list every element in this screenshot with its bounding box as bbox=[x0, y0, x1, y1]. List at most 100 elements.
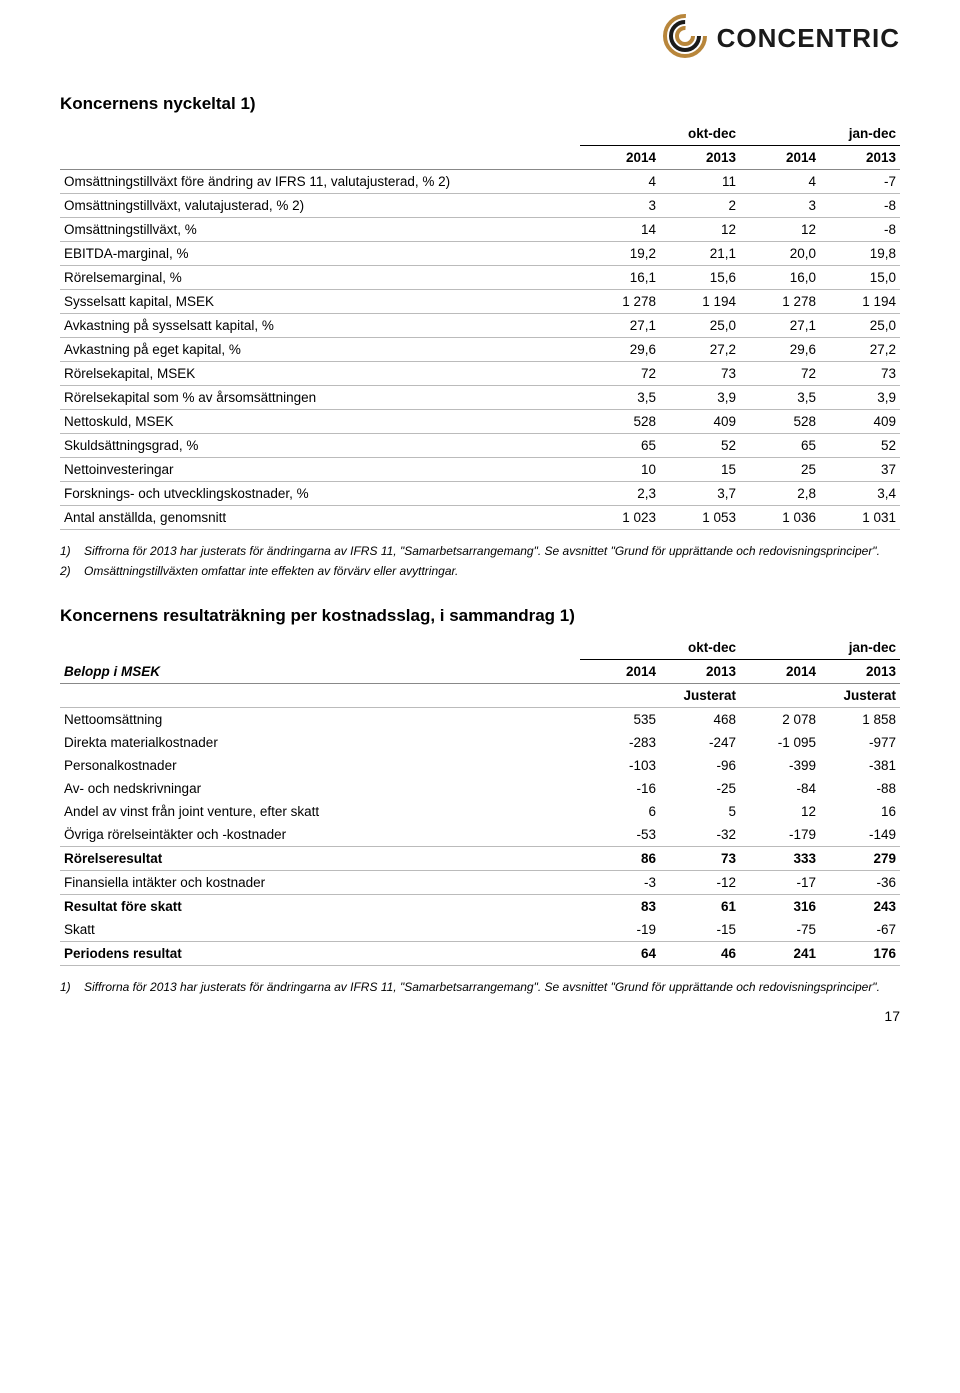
cell-value: 11 bbox=[660, 170, 740, 194]
row-label: Avkastning på sysselsatt kapital, % bbox=[60, 314, 580, 338]
row-label: Rörelsemarginal, % bbox=[60, 266, 580, 290]
cell-value: 2 bbox=[660, 194, 740, 218]
col-year: 2014 bbox=[580, 146, 660, 170]
cell-value: 27,2 bbox=[820, 338, 900, 362]
cell-value: -36 bbox=[820, 871, 900, 895]
cell-value: 27,2 bbox=[660, 338, 740, 362]
cell-value: 83 bbox=[580, 895, 660, 919]
cell-value: 25 bbox=[740, 458, 820, 482]
cell-value: 27,1 bbox=[740, 314, 820, 338]
cell-value: -381 bbox=[820, 754, 900, 777]
table2-justerat-row: Justerat Justerat bbox=[60, 684, 900, 708]
cell-value: 1 023 bbox=[580, 506, 660, 530]
col-group-jan-dec: jan-dec bbox=[740, 122, 900, 146]
col-group-okt-dec: okt-dec bbox=[580, 122, 740, 146]
cell-value: 2,3 bbox=[580, 482, 660, 506]
cell-value: -247 bbox=[660, 731, 740, 754]
cell-value: 1 858 bbox=[820, 708, 900, 732]
cell-value: 46 bbox=[660, 942, 740, 966]
table-row: Avkastning på eget kapital, %29,627,229,… bbox=[60, 338, 900, 362]
cell-value: 4 bbox=[580, 170, 660, 194]
cell-value: 1 036 bbox=[740, 506, 820, 530]
cell-value: 4 bbox=[740, 170, 820, 194]
cell-value: -25 bbox=[660, 777, 740, 800]
cell-value: 3 bbox=[740, 194, 820, 218]
cell-value: 12 bbox=[740, 800, 820, 823]
table2-year-row: Belopp i MSEK 2014 2013 2014 2013 bbox=[60, 660, 900, 684]
row-label: Omsättningstillväxt, valutajusterad, % 2… bbox=[60, 194, 580, 218]
cell-value: 1 031 bbox=[820, 506, 900, 530]
cell-value: -8 bbox=[820, 194, 900, 218]
table1-title: Koncernens nyckeltal 1) bbox=[60, 94, 900, 114]
cell-value: 61 bbox=[660, 895, 740, 919]
cell-value: 16,1 bbox=[580, 266, 660, 290]
cell-value: 73 bbox=[660, 847, 740, 871]
cell-value: 15,0 bbox=[820, 266, 900, 290]
company-name: CONCENTRIC bbox=[717, 23, 900, 54]
footnote: 2) Omsättningstillväxten omfattar inte e… bbox=[60, 564, 900, 578]
table-row: Personalkostnader-103-96-399-381 bbox=[60, 754, 900, 777]
cell-value: 12 bbox=[660, 218, 740, 242]
footnote-num: 1) bbox=[60, 544, 84, 558]
cell-value: -283 bbox=[580, 731, 660, 754]
cell-value: -15 bbox=[660, 918, 740, 942]
cell-value: 279 bbox=[820, 847, 900, 871]
table-row: Omsättningstillväxt före ändring av IFRS… bbox=[60, 170, 900, 194]
cell-value: 176 bbox=[820, 942, 900, 966]
cell-value: 528 bbox=[740, 410, 820, 434]
table-row: Avkastning på sysselsatt kapital, %27,12… bbox=[60, 314, 900, 338]
table-row: Forsknings- och utvecklingskostnader, %2… bbox=[60, 482, 900, 506]
cell-value: 19,8 bbox=[820, 242, 900, 266]
page-number: 17 bbox=[884, 1008, 900, 1024]
row-label: Direkta materialkostnader bbox=[60, 731, 580, 754]
table-row: Rörelsemarginal, %16,115,616,015,0 bbox=[60, 266, 900, 290]
cell-value: 29,6 bbox=[740, 338, 820, 362]
cell-value: 1 194 bbox=[660, 290, 740, 314]
cell-value: -19 bbox=[580, 918, 660, 942]
cell-value: -53 bbox=[580, 823, 660, 847]
cell-value: 73 bbox=[660, 362, 740, 386]
cell-value: 3,5 bbox=[580, 386, 660, 410]
cell-value: 2 078 bbox=[740, 708, 820, 732]
cell-value: 64 bbox=[580, 942, 660, 966]
cell-value: -16 bbox=[580, 777, 660, 800]
key-figures-table: okt-dec jan-dec 2014 2013 2014 2013 Omsä… bbox=[60, 122, 900, 530]
cell-value: 10 bbox=[580, 458, 660, 482]
row-label: Resultat före skatt bbox=[60, 895, 580, 919]
cell-value: -88 bbox=[820, 777, 900, 800]
cell-value: 16,0 bbox=[740, 266, 820, 290]
row-label: Periodens resultat bbox=[60, 942, 580, 966]
belopp-label: Belopp i MSEK bbox=[60, 660, 580, 684]
cell-value: 25,0 bbox=[660, 314, 740, 338]
table-row: Direkta materialkostnader-283-247-1 095-… bbox=[60, 731, 900, 754]
table-row: Sysselsatt kapital, MSEK1 2781 1941 2781… bbox=[60, 290, 900, 314]
table-row: Nettoinvesteringar10152537 bbox=[60, 458, 900, 482]
cell-value: 528 bbox=[580, 410, 660, 434]
table-row: Skatt-19-15-75-67 bbox=[60, 918, 900, 942]
cell-value: 15 bbox=[660, 458, 740, 482]
table-row: Rörelsekapital, MSEK72737273 bbox=[60, 362, 900, 386]
cell-value: -7 bbox=[820, 170, 900, 194]
cell-value: 3,7 bbox=[660, 482, 740, 506]
cell-value: 2,8 bbox=[740, 482, 820, 506]
cell-value: 29,6 bbox=[580, 338, 660, 362]
row-label: Skuldsättningsgrad, % bbox=[60, 434, 580, 458]
cell-value: 241 bbox=[740, 942, 820, 966]
table-row: Nettoomsättning5354682 0781 858 bbox=[60, 708, 900, 732]
cell-value: 1 053 bbox=[660, 506, 740, 530]
cell-value: 21,1 bbox=[660, 242, 740, 266]
cell-value: 12 bbox=[740, 218, 820, 242]
table1-year-row: 2014 2013 2014 2013 bbox=[60, 146, 900, 170]
cell-value: 27,1 bbox=[580, 314, 660, 338]
cell-value: 20,0 bbox=[740, 242, 820, 266]
col-group-jan-dec: jan-dec bbox=[740, 636, 900, 660]
row-label: Rörelsekapital som % av årsomsättningen bbox=[60, 386, 580, 410]
cell-value: 333 bbox=[740, 847, 820, 871]
table-row: Av- och nedskrivningar-16-25-84-88 bbox=[60, 777, 900, 800]
cell-value: 19,2 bbox=[580, 242, 660, 266]
cell-value: 65 bbox=[580, 434, 660, 458]
cell-value: 535 bbox=[580, 708, 660, 732]
row-label: Omsättningstillväxt före ändring av IFRS… bbox=[60, 170, 580, 194]
row-label: Nettoinvesteringar bbox=[60, 458, 580, 482]
cell-value: -8 bbox=[820, 218, 900, 242]
